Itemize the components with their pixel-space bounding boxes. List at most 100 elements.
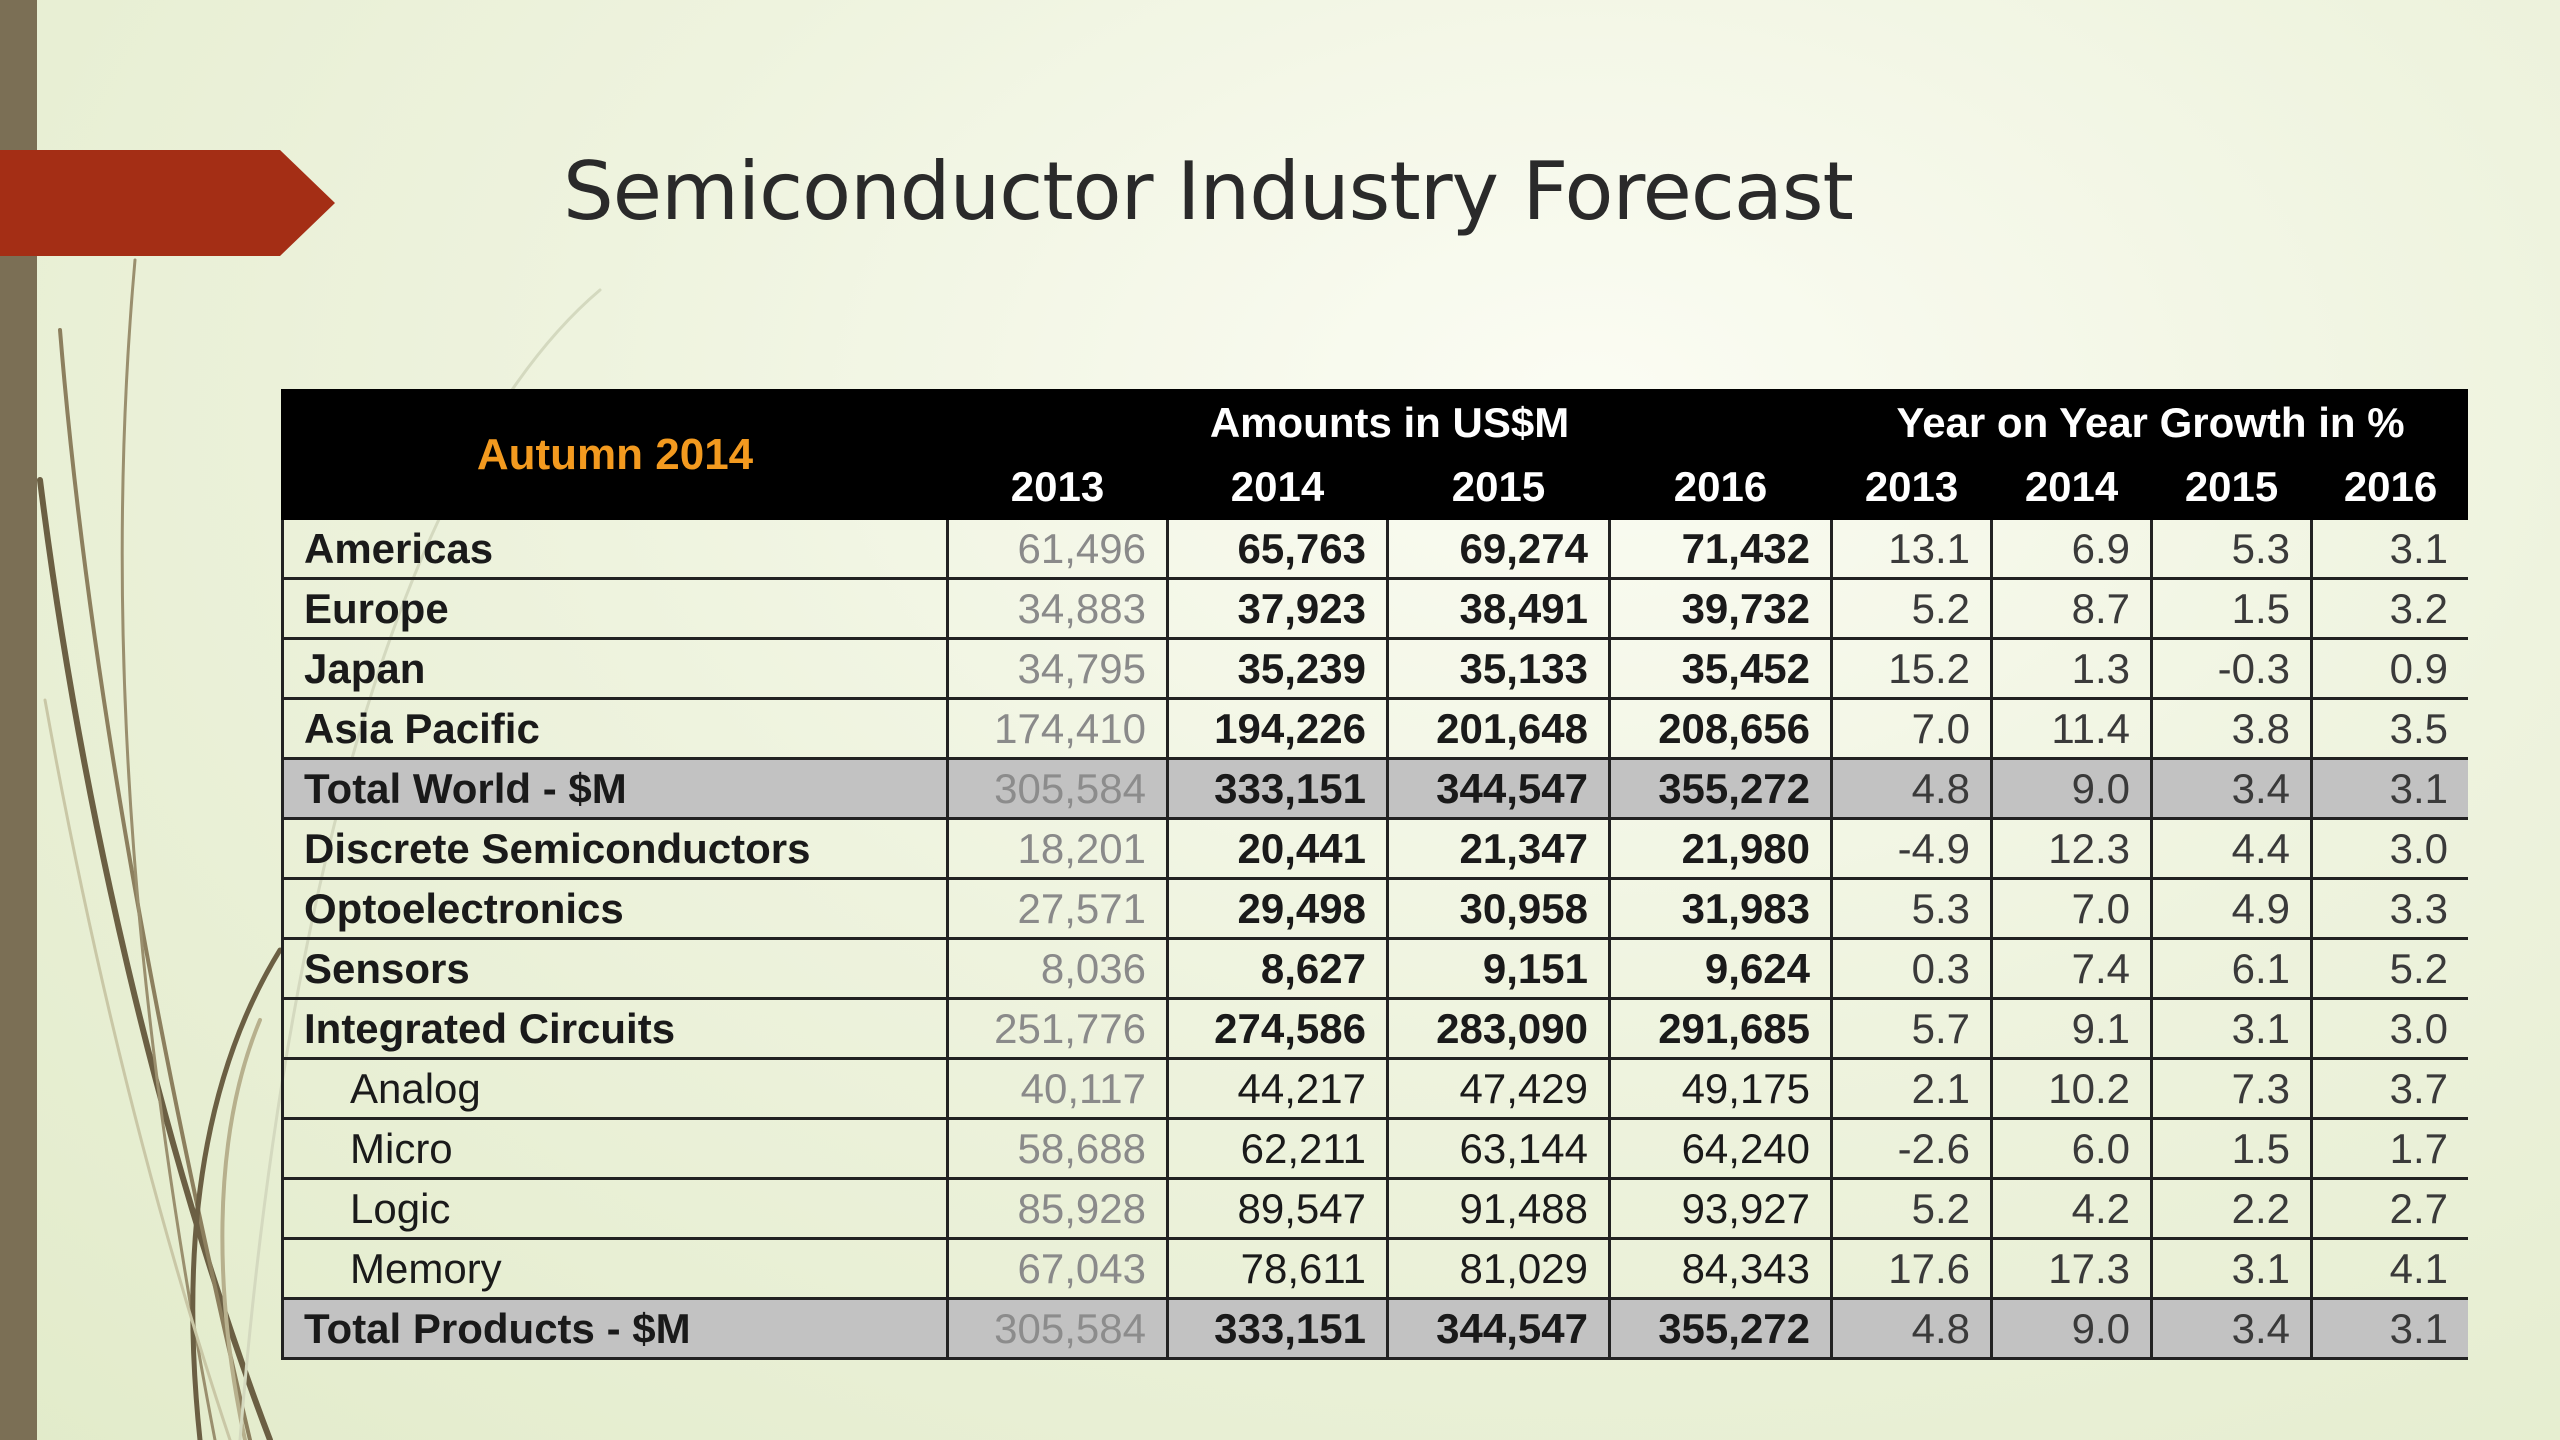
amount-cell: 18,201	[946, 817, 1169, 880]
table-row: Analog 40,117 44,217 47,429 49,175 2.1 10.2 7.3…	[281, 1057, 2468, 1120]
amount-cell: 49,175	[1607, 1057, 1834, 1120]
amount-cell: 89,547	[1166, 1177, 1389, 1240]
amount-cell: 85,928	[946, 1177, 1169, 1240]
amount-cell: 65,763	[1166, 517, 1389, 580]
amount-cell: 64,240	[1607, 1117, 1834, 1180]
growth-cell: 12.3	[1990, 817, 2154, 880]
table-row: Asia Pacific 174,410 194,226 201,648 208,656…	[281, 697, 2468, 760]
forecast-table-container: Autumn 2014 Amounts in US$M Year on Year…	[281, 389, 2468, 1440]
growth-cell: 9.0	[1990, 757, 2154, 820]
year-header: 2014	[1990, 453, 2154, 520]
amount-cell: 344,547	[1386, 1297, 1611, 1360]
row-label: Total World - $M	[281, 757, 949, 820]
growth-cell: 2.1	[1830, 1057, 1994, 1120]
year-header: 2015	[2150, 453, 2314, 520]
amount-cell: 71,432	[1607, 517, 1834, 580]
amount-cell: 58,688	[946, 1117, 1169, 1180]
growth-cell: 4.2	[1990, 1177, 2154, 1240]
amount-cell: 91,488	[1386, 1177, 1611, 1240]
table-row: Integrated Circuits 251,776 274,586 283,090…	[281, 997, 2468, 1060]
table-total-row: Total World - $M 305,584 333,151 344,547 355…	[281, 757, 2468, 820]
growth-cell: 7.3	[2150, 1057, 2314, 1120]
amount-cell: 21,980	[1607, 817, 1834, 880]
row-label: Integrated Circuits	[281, 997, 949, 1060]
growth-cell: 3.0	[2310, 817, 2468, 880]
growth-cell: 1.7	[2310, 1117, 2468, 1180]
corner-label: Autumn 2014	[281, 389, 949, 520]
forecast-table: Autumn 2014 Amounts in US$M Year on Year…	[281, 389, 2468, 1360]
year-header: 2013	[946, 453, 1169, 520]
row-label: Logic	[281, 1177, 949, 1240]
amount-cell: 201,648	[1386, 697, 1611, 760]
growth-cell: 1.3	[1990, 637, 2154, 700]
amount-cell: 333,151	[1166, 1297, 1389, 1360]
year-header: 2013	[1830, 453, 1994, 520]
amount-cell: 35,133	[1386, 637, 1611, 700]
row-label: Micro	[281, 1117, 949, 1180]
growth-cell: 3.2	[2310, 577, 2468, 640]
amount-cell: 31,983	[1607, 877, 1834, 940]
amount-cell: 355,272	[1607, 757, 1834, 820]
growth-cell: -0.3	[2150, 637, 2314, 700]
amount-cell: 63,144	[1386, 1117, 1611, 1180]
growth-cell: 3.1	[2310, 1297, 2468, 1360]
row-label: Analog	[281, 1057, 949, 1120]
growth-cell: 5.2	[1830, 1177, 1994, 1240]
row-label: Europe	[281, 577, 949, 640]
group-header-growth: Year on Year Growth in %	[1830, 389, 2468, 456]
growth-cell: 6.0	[1990, 1117, 2154, 1180]
growth-cell: 3.4	[2150, 757, 2314, 820]
amount-cell: 8,036	[946, 937, 1169, 1000]
amount-cell: 305,584	[946, 1297, 1169, 1360]
amount-cell: 62,211	[1166, 1117, 1389, 1180]
growth-cell: 5.7	[1830, 997, 1994, 1060]
table-row: Japan 34,795 35,239 35,133 35,452 15.2 1.3 -0.3…	[281, 637, 2468, 700]
growth-cell: 5.2	[2310, 937, 2468, 1000]
amount-cell: 84,343	[1607, 1237, 1834, 1300]
year-header: 2014	[1166, 453, 1389, 520]
amount-cell: 34,795	[946, 637, 1169, 700]
growth-cell: 3.8	[2150, 697, 2314, 760]
table-row: Micro 58,688 62,211 63,144 64,240 -2.6 6.0 1.5 1…	[281, 1117, 2468, 1180]
amount-cell: 69,274	[1386, 517, 1611, 580]
amount-cell: 8,627	[1166, 937, 1389, 1000]
growth-cell: 3.1	[2310, 757, 2468, 820]
row-label: Optoelectronics	[281, 877, 949, 940]
growth-cell: 1.5	[2150, 577, 2314, 640]
amount-cell: 81,029	[1386, 1237, 1611, 1300]
row-label: Asia Pacific	[281, 697, 949, 760]
growth-cell: 3.4	[2150, 1297, 2314, 1360]
row-label: Total Products - $M	[281, 1297, 949, 1360]
row-label: Discrete Semiconductors	[281, 817, 949, 880]
amount-cell: 29,498	[1166, 877, 1389, 940]
amount-cell: 93,927	[1607, 1177, 1834, 1240]
growth-cell: 4.9	[2150, 877, 2314, 940]
amount-cell: 39,732	[1607, 577, 1834, 640]
row-label: Japan	[281, 637, 949, 700]
growth-cell: 0.3	[1830, 937, 1994, 1000]
amount-cell: 44,217	[1166, 1057, 1389, 1120]
year-header: 2016	[1607, 453, 1834, 520]
group-header-amounts: Amounts in US$M	[945, 389, 1834, 456]
amount-cell: 283,090	[1386, 997, 1611, 1060]
row-label: Sensors	[281, 937, 949, 1000]
table-total-row: Total Products - $M 305,584 333,151 344,547…	[281, 1297, 2468, 1360]
amount-cell: 67,043	[946, 1237, 1169, 1300]
growth-cell: 4.8	[1830, 1297, 1994, 1360]
growth-cell: 4.1	[2310, 1237, 2468, 1300]
growth-cell: 3.7	[2310, 1057, 2468, 1120]
growth-cell: 9.1	[1990, 997, 2154, 1060]
growth-cell: 1.5	[2150, 1117, 2314, 1180]
amount-cell: 35,239	[1166, 637, 1389, 700]
growth-cell: 15.2	[1830, 637, 1994, 700]
slide-title: Semiconductor Industry Forecast	[563, 145, 1854, 238]
amount-cell: 194,226	[1166, 697, 1389, 760]
table-row: Sensors 8,036 8,627 9,151 9,624 0.3 7.4 6.1 5.2	[281, 937, 2468, 1000]
table-row: Discrete Semiconductors 18,201 20,441 21,34…	[281, 817, 2468, 880]
amount-cell: 9,624	[1607, 937, 1834, 1000]
growth-cell: 7.4	[1990, 937, 2154, 1000]
amount-cell: 27,571	[946, 877, 1169, 940]
row-label: Memory	[281, 1237, 949, 1300]
year-header: 2016	[2310, 453, 2468, 520]
table-body: Americas 61,496 65,763 69,274 71,432 13.1 6.9 5…	[281, 517, 2468, 1360]
